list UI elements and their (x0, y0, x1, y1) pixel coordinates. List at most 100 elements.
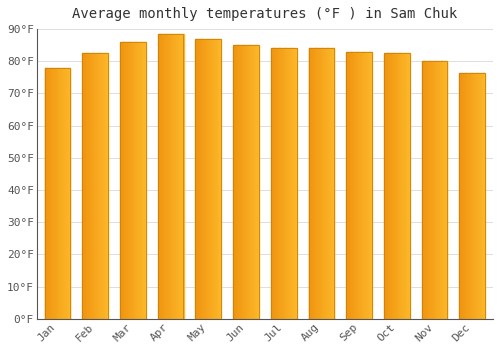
Bar (286, 48, 287, 319)
Bar (348, 51, 349, 319)
Bar (324, 48, 325, 319)
Bar (482, 72, 484, 319)
Bar (430, 61, 432, 319)
Bar (427, 61, 428, 319)
Bar (426, 61, 427, 319)
Bar (462, 72, 463, 319)
Bar (467, 72, 468, 319)
Bar (385, 53, 386, 319)
Bar (253, 45, 254, 319)
Bar (252, 45, 253, 319)
Bar (96, 53, 97, 319)
Bar (288, 48, 289, 319)
Bar (142, 42, 143, 319)
Bar (161, 34, 162, 319)
Bar (445, 61, 446, 319)
Bar (404, 53, 406, 319)
Bar (58, 68, 59, 319)
Bar (130, 42, 132, 319)
Bar (395, 53, 396, 319)
Bar (443, 61, 444, 319)
Bar (53, 68, 54, 319)
Bar (289, 48, 290, 319)
Bar (469, 72, 470, 319)
Bar (444, 61, 445, 319)
Bar (205, 39, 206, 319)
Bar (480, 72, 481, 319)
Bar (277, 48, 278, 319)
Bar (246, 45, 247, 319)
Bar (366, 51, 367, 319)
Bar (206, 39, 208, 319)
Bar (234, 45, 235, 319)
Bar (311, 48, 312, 319)
Bar (44, 68, 70, 319)
Bar (294, 48, 295, 319)
Bar (200, 39, 202, 319)
Bar (202, 39, 203, 319)
Bar (292, 48, 293, 319)
Bar (196, 39, 198, 319)
Bar (218, 39, 220, 319)
Bar (313, 48, 314, 319)
Bar (424, 61, 426, 319)
Bar (318, 48, 319, 319)
Bar (428, 61, 430, 319)
Bar (196, 39, 221, 319)
Bar (371, 51, 372, 319)
Bar (245, 45, 246, 319)
Bar (89, 53, 90, 319)
Bar (60, 68, 61, 319)
Bar (274, 48, 276, 319)
Bar (446, 61, 448, 319)
Bar (388, 53, 390, 319)
Bar (140, 42, 141, 319)
Bar (436, 61, 437, 319)
Bar (54, 68, 55, 319)
Bar (275, 48, 276, 319)
Bar (176, 34, 178, 319)
Bar (126, 42, 127, 319)
Bar (182, 34, 184, 319)
Bar (204, 39, 205, 319)
Bar (133, 42, 134, 319)
Bar (396, 53, 397, 319)
Bar (166, 34, 168, 319)
Bar (312, 48, 313, 319)
Bar (174, 34, 175, 319)
Bar (170, 34, 172, 319)
Bar (308, 48, 310, 319)
Bar (355, 51, 356, 319)
Bar (360, 51, 361, 319)
Bar (332, 48, 334, 319)
Bar (356, 51, 358, 319)
Title: Average monthly temperatures (°F ) in Sam Chuk: Average monthly temperatures (°F ) in Sa… (72, 7, 458, 21)
Bar (326, 48, 328, 319)
Bar (52, 68, 54, 319)
Bar (331, 48, 332, 319)
Bar (370, 51, 371, 319)
Bar (44, 68, 46, 319)
Bar (247, 45, 248, 319)
Bar (322, 48, 323, 319)
Bar (95, 53, 96, 319)
Bar (235, 45, 236, 319)
Bar (409, 53, 410, 319)
Bar (402, 53, 403, 319)
Bar (55, 68, 56, 319)
Bar (103, 53, 104, 319)
Bar (479, 72, 480, 319)
Bar (250, 45, 251, 319)
Bar (347, 51, 348, 319)
Bar (310, 48, 312, 319)
Bar (283, 48, 284, 319)
Bar (278, 48, 280, 319)
Bar (460, 72, 485, 319)
Bar (242, 45, 244, 319)
Bar (248, 45, 250, 319)
Bar (217, 39, 218, 319)
Bar (403, 53, 404, 319)
Bar (440, 61, 442, 319)
Bar (244, 45, 246, 319)
Bar (407, 53, 408, 319)
